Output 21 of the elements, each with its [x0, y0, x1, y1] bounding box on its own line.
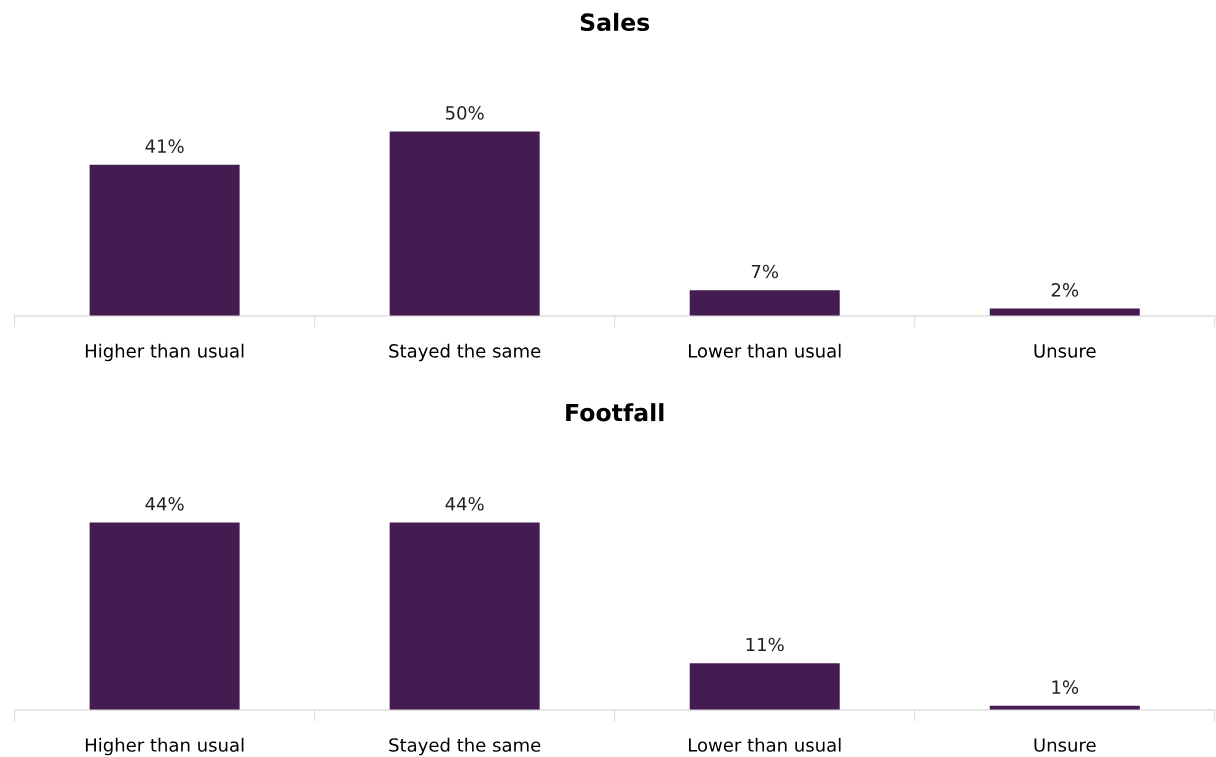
chart-title: Sales: [580, 12, 650, 32]
x-tick-label: Stayed the same: [389, 343, 541, 362]
data-label: 44%: [145, 496, 184, 511]
data-label: 11%: [746, 637, 784, 652]
data-label: 2%: [1051, 283, 1079, 297]
data-label: 44%: [445, 496, 484, 511]
x-tick-label: Lower than usual: [689, 343, 841, 358]
x-tick-label: Higher than usual: [85, 343, 244, 362]
data-label: 41%: [145, 139, 184, 153]
x-tick-label: Higher than usual: [85, 737, 244, 756]
x-tick-label: Lower than usual: [689, 737, 841, 752]
bar: [89, 164, 240, 316]
data-label: 7%: [751, 264, 779, 279]
chart-title: Footfall: [566, 403, 664, 422]
data-label: 1%: [1052, 680, 1079, 694]
bar: [389, 131, 540, 316]
bar: [689, 290, 840, 316]
x-tick-label: Unsure: [1034, 344, 1096, 358]
x-tick-label: Unsure: [1034, 738, 1096, 752]
data-label: 50%: [445, 106, 484, 120]
x-tick-label: Stayed the same: [389, 737, 541, 756]
